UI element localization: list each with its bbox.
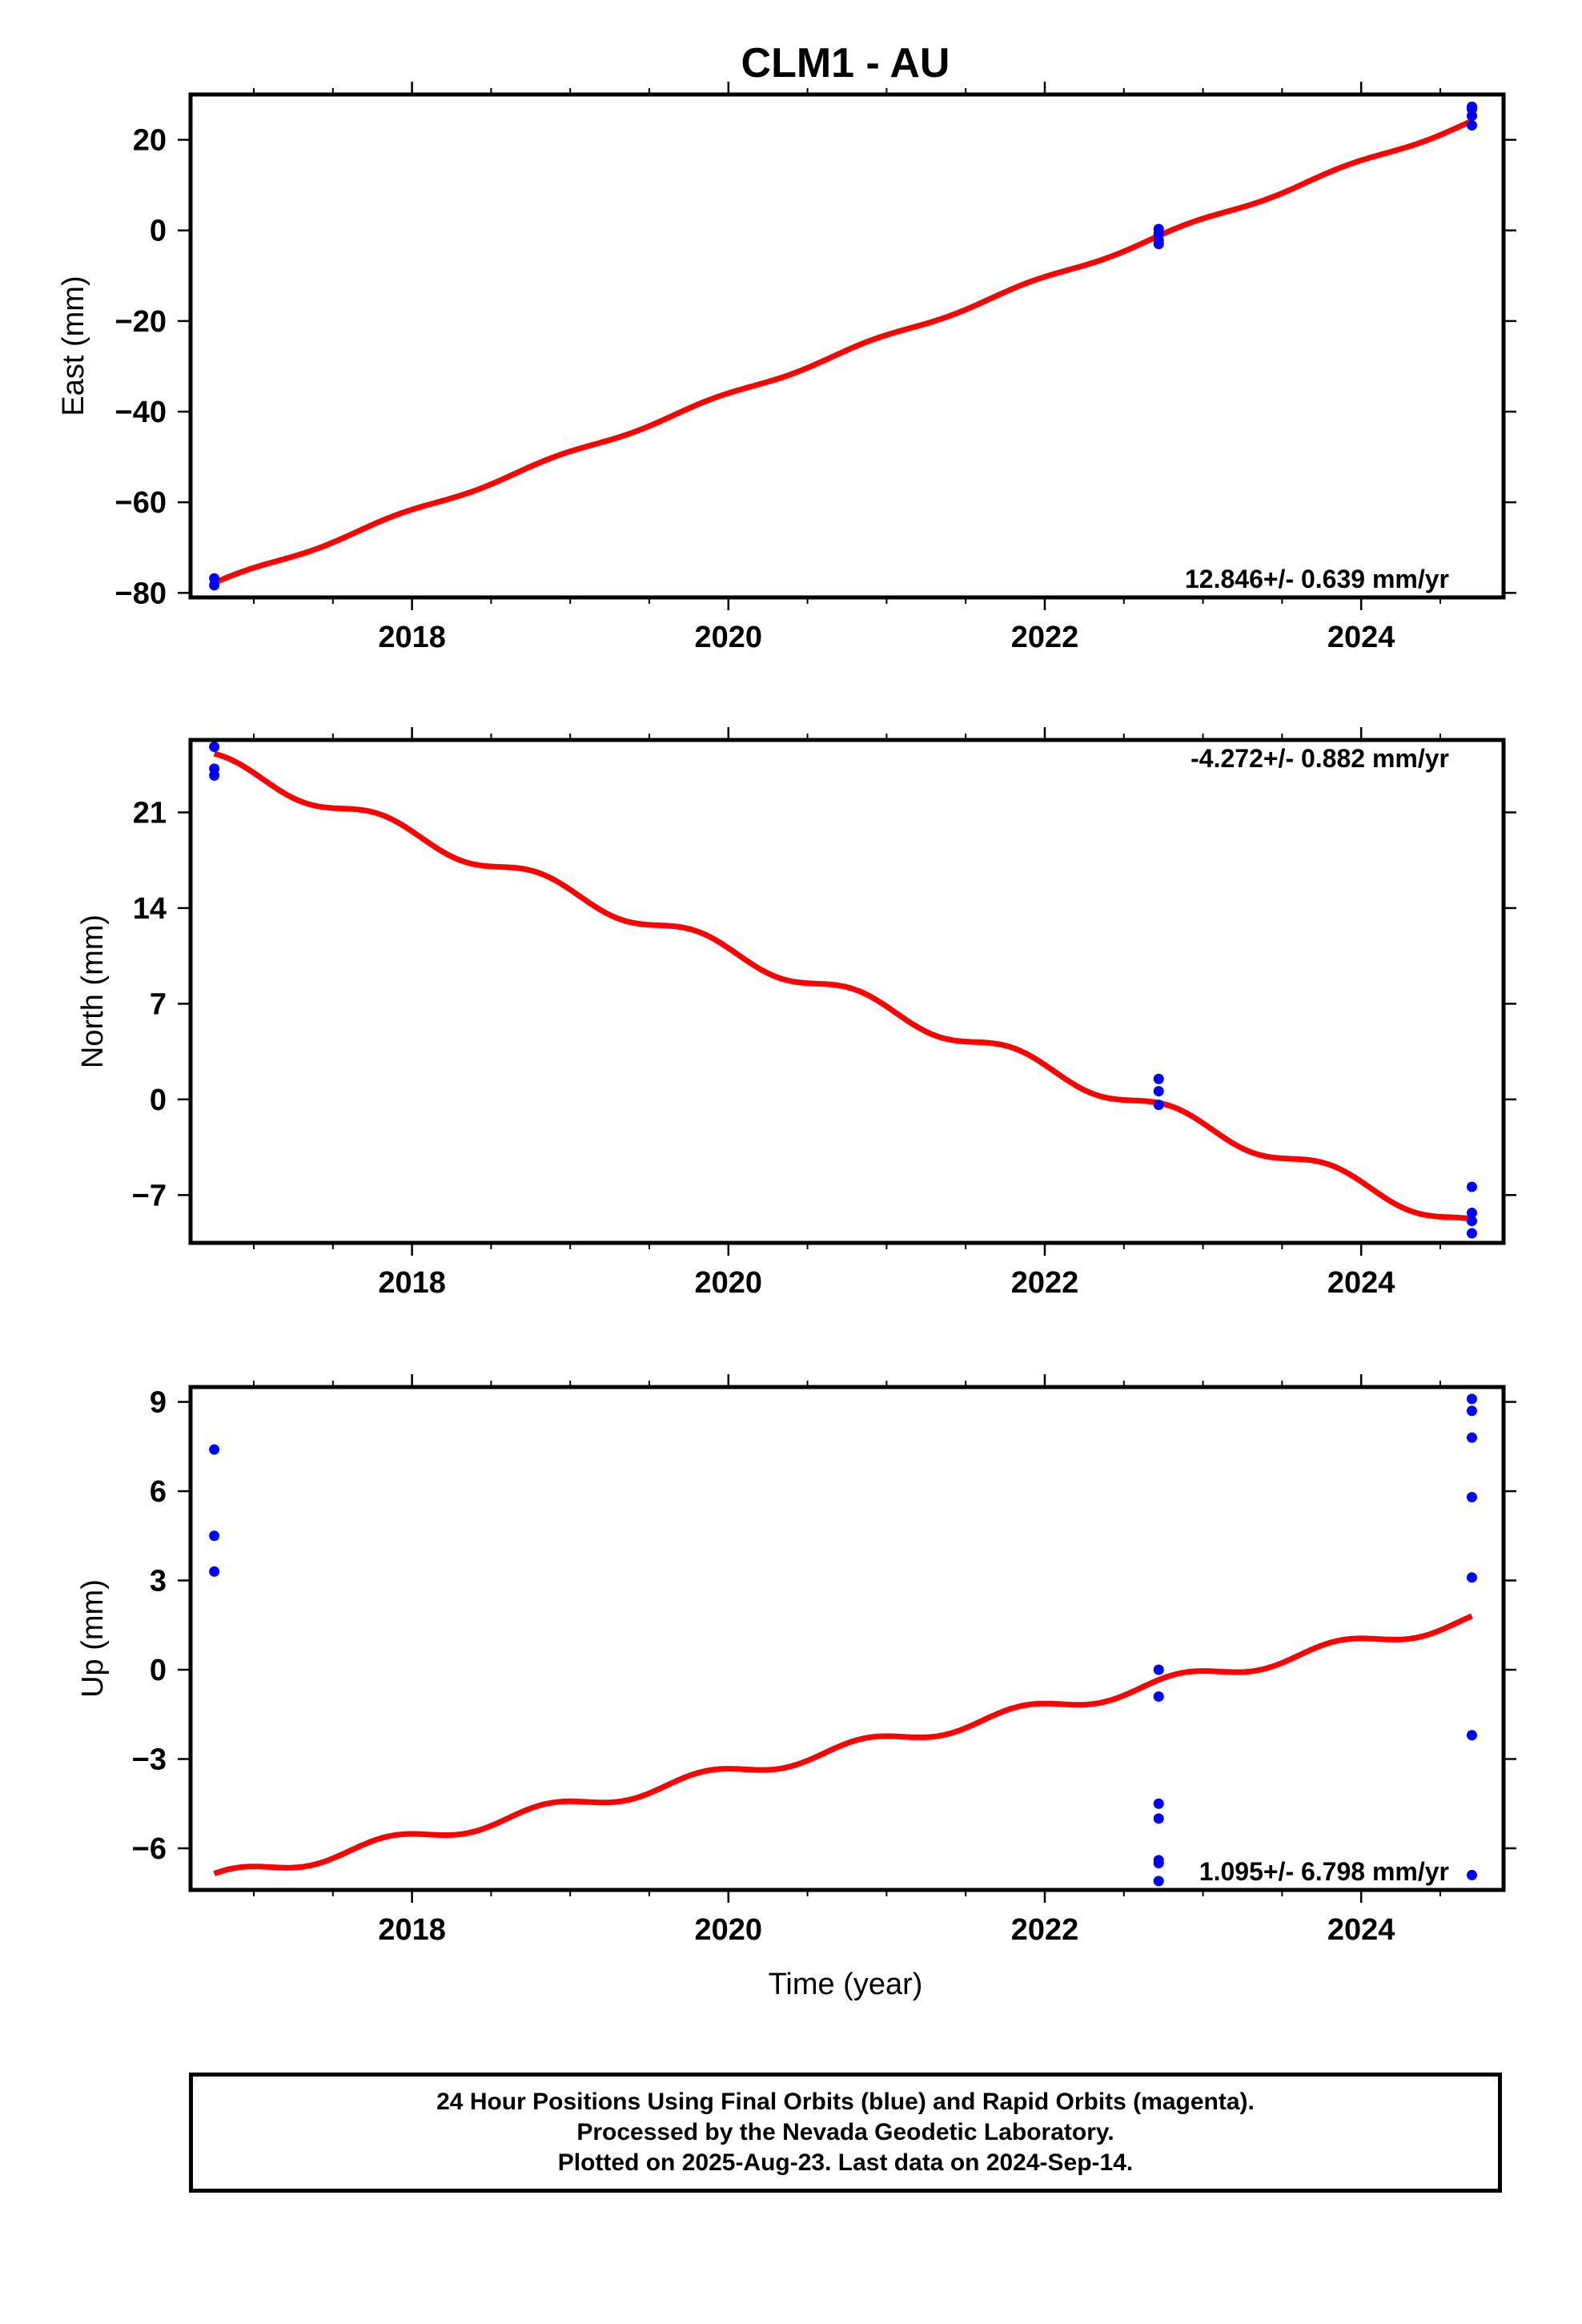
y-axis-label: Up (mm) xyxy=(76,1579,110,1698)
data-point xyxy=(1466,1869,1477,1880)
y-tick-label: −3 xyxy=(132,1743,167,1776)
data-point xyxy=(209,1530,220,1542)
footer-box: 24 Hour Positions Using Final Orbits (bl… xyxy=(189,2073,1502,2193)
x-tick-label: 2018 xyxy=(378,621,446,654)
panel-up: 2018 2020 2022 2024 −6 −3 0 3 6 9 Up (mm) 1.095+/- … xyxy=(76,1374,1516,1947)
data-point xyxy=(1153,1691,1164,1702)
axes-frame xyxy=(188,738,1506,1245)
footer-line-3: Plotted on 2025-Aug-23. Last data on 202… xyxy=(557,2149,1134,2176)
data-point xyxy=(1153,1086,1164,1097)
x-tick-label: 2018 xyxy=(378,1913,446,1947)
y-axis-label: North (mm) xyxy=(76,915,110,1068)
y-tick-label: 0 xyxy=(150,215,167,248)
data-point xyxy=(209,580,220,591)
data-point xyxy=(1466,1432,1477,1443)
x-tick-label: 2018 xyxy=(378,1266,446,1300)
y-tick-label: 20 xyxy=(133,124,167,158)
y-tick-label: −80 xyxy=(115,577,167,610)
data-point xyxy=(1466,1405,1477,1417)
data-point xyxy=(1153,1664,1164,1675)
y-tick-label: 0 xyxy=(150,1654,167,1687)
data-point xyxy=(209,1444,220,1455)
x-tick-label: 2022 xyxy=(1011,1913,1079,1947)
data-point xyxy=(1153,1858,1164,1869)
y-tick-label: −6 xyxy=(132,1832,167,1866)
data-point xyxy=(1466,1730,1477,1741)
x-tick-label: 2024 xyxy=(1327,1266,1395,1300)
x-tick-label: 2022 xyxy=(1011,621,1079,654)
rate-label: 1.095+/- 6.798 mm/yr xyxy=(1199,1857,1449,1886)
y-tick-label: −40 xyxy=(115,396,167,429)
y-tick-label: −7 xyxy=(132,1179,167,1212)
y-axis-label: East (mm) xyxy=(57,275,90,416)
data-point xyxy=(1153,1876,1164,1887)
data-point xyxy=(1466,1216,1477,1227)
y-tick-label: 0 xyxy=(150,1084,167,1117)
y-tick-label: 9 xyxy=(150,1386,167,1420)
y-tick-label: 6 xyxy=(150,1475,167,1509)
data-point xyxy=(1466,111,1477,122)
data-point xyxy=(1153,1073,1164,1084)
fit-line xyxy=(213,118,1473,586)
data-point xyxy=(1153,1100,1164,1111)
rate-label: 12.846+/- 0.639 mm/yr xyxy=(1185,565,1449,593)
x-tick-label: 2020 xyxy=(695,1913,763,1947)
y-tick-label: 14 xyxy=(133,892,167,926)
y-tick-label: 21 xyxy=(133,796,167,830)
y-tick-label: 7 xyxy=(150,987,167,1021)
rate-label: -4.272+/- 0.882 mm/yr xyxy=(1191,744,1449,773)
x-tick-label: 2024 xyxy=(1327,621,1395,654)
x-tick-label: 2022 xyxy=(1011,1266,1079,1300)
chart-title: CLM1 - AU xyxy=(741,40,950,86)
x-tick-label: 2024 xyxy=(1327,1913,1395,1947)
x-tick-label: 2020 xyxy=(695,621,763,654)
data-point xyxy=(1466,1181,1477,1192)
data-point xyxy=(209,770,220,781)
footer-line-2: Processed by the Nevada Geodetic Laborat… xyxy=(576,2119,1114,2145)
data-point xyxy=(1153,239,1164,250)
data-point xyxy=(1466,1393,1477,1405)
fit-line xyxy=(213,750,1473,1222)
axes-frame xyxy=(188,1385,1506,1892)
data-point xyxy=(209,1566,220,1577)
x-tick-label: 2020 xyxy=(695,1266,763,1300)
footer-line-1: 24 Hour Positions Using Final Orbits (bl… xyxy=(436,2089,1255,2115)
y-tick-label: −20 xyxy=(115,305,167,339)
y-tick-label: −60 xyxy=(115,486,167,520)
data-point xyxy=(209,742,220,753)
panel-east: 2018 2020 2022 2024 −80 −60 −40 −20 0 20 East (mm)… xyxy=(57,82,1516,654)
y-tick-label: 3 xyxy=(150,1565,167,1598)
panel-north: 2018 2020 2022 2024 −7 0 7 14 21 North (mm) -4.272… xyxy=(76,727,1516,1300)
data-point xyxy=(1466,119,1477,131)
axes-frame xyxy=(188,92,1506,600)
fit-line xyxy=(213,1613,1473,1876)
data-point xyxy=(1466,1207,1477,1218)
data-point xyxy=(1466,1228,1477,1239)
data-point xyxy=(1466,1572,1477,1583)
data-point xyxy=(1153,1813,1164,1824)
data-point xyxy=(1466,1491,1477,1502)
data-point xyxy=(1153,1798,1164,1809)
x-axis-label: Time (year) xyxy=(769,1968,923,2001)
